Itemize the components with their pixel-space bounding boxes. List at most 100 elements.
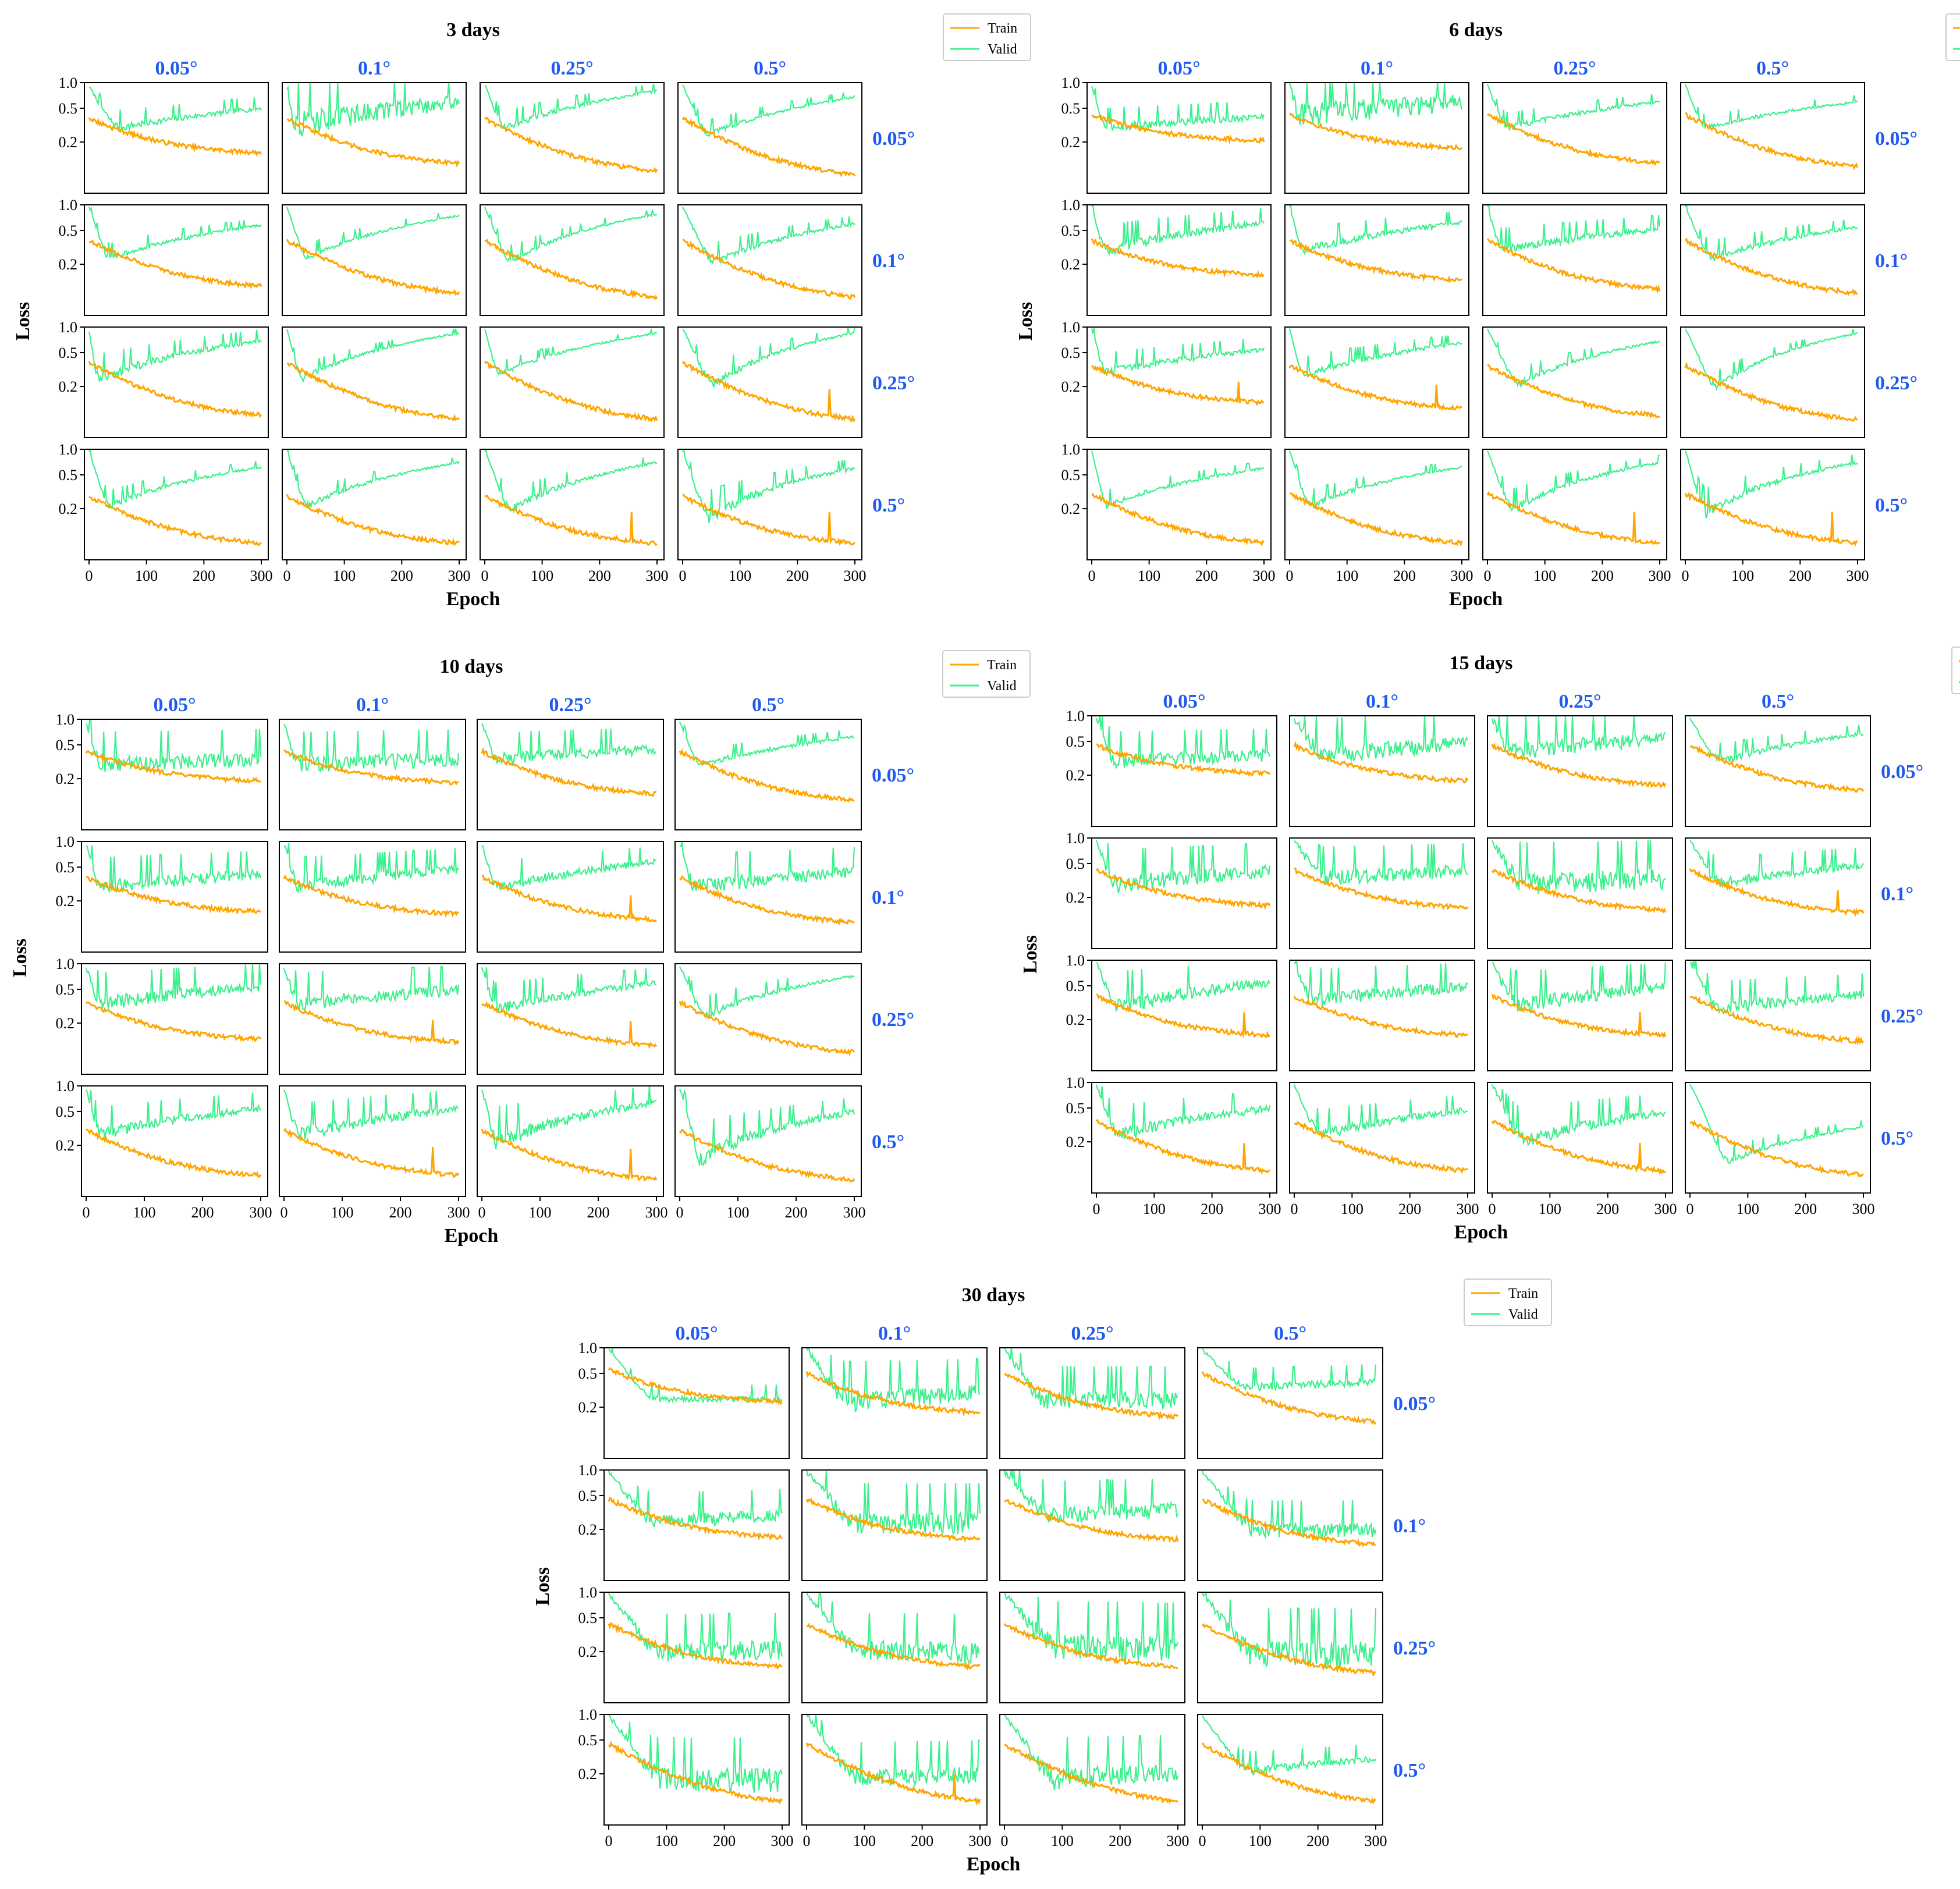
y-tick-label: 1.0 (1061, 197, 1081, 214)
train-loss-line (1491, 868, 1667, 914)
subplot (1482, 326, 1667, 438)
x-tick-label: 100 (331, 1204, 354, 1221)
valid-loss-line (1003, 1470, 1178, 1524)
row-header: 0.05° (1881, 761, 1923, 783)
x-tick-label: 0 (1489, 1201, 1496, 1217)
subplot-frame (1289, 837, 1475, 949)
train-loss-line (682, 239, 856, 300)
chart-title: 10 days (440, 656, 503, 677)
subplot-frame (480, 82, 665, 194)
subplot-frame (1482, 82, 1667, 194)
x-tick-label: 300 (1457, 1201, 1479, 1217)
train-loss-line (1684, 361, 1858, 422)
x-tick-label: 200 (389, 1204, 412, 1221)
subplot-frame (1487, 1082, 1673, 1194)
x-tick-label: 300 (645, 1204, 668, 1221)
train-loss-line (1491, 993, 1667, 1038)
valid-loss-line (481, 723, 657, 765)
y-tick-label: 1.0 (1066, 708, 1085, 725)
y-tick-label: 0.5 (1066, 855, 1085, 872)
x-tick-label: 0 (481, 567, 489, 584)
train-loss-line (88, 239, 262, 290)
y-tick-label: 1.0 (578, 1706, 598, 1723)
legend-label: Valid (988, 42, 1017, 57)
train-loss-line (1684, 491, 1858, 546)
subplot (279, 963, 466, 1075)
y-tick-label: 0.2 (56, 770, 75, 787)
subplot-frame (1086, 326, 1272, 438)
train-loss-line (1288, 364, 1462, 411)
x-tick-label: 0 (478, 1204, 486, 1221)
subplot (477, 841, 664, 953)
valid-loss-line (1201, 1592, 1377, 1669)
subplot (674, 719, 862, 830)
train-loss-line (1293, 996, 1469, 1038)
subplot-frame (1091, 1082, 1277, 1194)
subplot: 0 100 200 300 (282, 449, 471, 584)
y-tick-label: 0.5 (578, 1487, 598, 1504)
valid-loss-line (679, 841, 855, 892)
x-tick-label: 200 (713, 1833, 736, 1849)
x-tick-label: 0 (1088, 567, 1096, 584)
column-header: 0.5° (1762, 691, 1794, 712)
subplot (480, 204, 665, 316)
subplot: 0 100 200 300 (1482, 449, 1671, 584)
valid-loss-line (1202, 1348, 1377, 1392)
valid-loss-line (682, 84, 855, 137)
valid-loss-line (1095, 840, 1271, 893)
subplot (1685, 837, 1871, 949)
valid-loss-line (608, 1714, 783, 1793)
subplot (1482, 82, 1667, 194)
subplot (1197, 1592, 1383, 1703)
y-tick-label: 0.5 (1061, 467, 1081, 484)
valid-loss-line (1004, 1714, 1179, 1791)
y-tick-label: 1.0 (56, 956, 75, 972)
x-tick-label: 200 (1109, 1833, 1131, 1849)
column-header: 0.5° (1756, 58, 1789, 79)
y-tick-label: 1.0 (578, 1584, 598, 1601)
y-tick-label: 1.0 (578, 1340, 598, 1357)
subplot-frame (1487, 715, 1673, 827)
x-tick-label: 200 (191, 1204, 214, 1221)
train-loss-line (608, 1496, 783, 1541)
x-tick-label: 100 (853, 1833, 876, 1849)
subplot-frame (801, 1469, 988, 1581)
y-tick-label: 1.0 (1061, 441, 1081, 458)
x-tick-label: 300 (1259, 1201, 1281, 1217)
train-loss-line (1004, 1744, 1179, 1805)
subplot-frame (1685, 715, 1871, 827)
valid-loss-line (1293, 716, 1468, 762)
row-header: 0.1° (1881, 883, 1913, 905)
valid-loss-line (86, 845, 262, 894)
x-tick-label: 100 (1539, 1201, 1561, 1217)
x-tick-label: 0 (1686, 1201, 1694, 1217)
valid-loss-line (1491, 716, 1666, 758)
subplot-frame (84, 204, 269, 316)
y-tick-label: 1.0 (578, 1462, 598, 1479)
valid-loss-line (1091, 205, 1265, 257)
valid-loss-line (806, 1348, 981, 1412)
subplot (1680, 82, 1865, 194)
chart-title: 6 days (1449, 19, 1503, 41)
subplot: 1.0 0.5 0.2 (1061, 74, 1272, 194)
valid-loss-line (1091, 450, 1265, 510)
valid-loss-line (286, 328, 460, 384)
train-loss-line (1689, 995, 1865, 1046)
subplot-frame (1289, 1082, 1475, 1194)
subplot-frame (477, 841, 664, 953)
subplot (480, 326, 665, 438)
y-tick-label: 0.5 (1066, 733, 1085, 750)
column-header: 0.25° (1071, 1323, 1113, 1344)
subplot-frame (477, 1085, 664, 1197)
x-axis-label: Epoch (445, 1225, 499, 1247)
subplot-frame (999, 1592, 1185, 1703)
x-tick-label: 100 (1341, 1201, 1364, 1217)
train-loss-line (286, 493, 460, 546)
y-tick-label: 0.2 (578, 1399, 598, 1416)
subplot-frame (999, 1347, 1185, 1459)
row-header: 0.25° (872, 1009, 914, 1031)
subplot-frame (1482, 449, 1667, 560)
chart-group: 6 daysTrainValid0.05°0.1°0.25°0.5°0.05°0… (1015, 13, 1960, 610)
train-loss-line (1486, 112, 1661, 166)
subplot: 1.0 0.5 0.2 0 100 200 300 (578, 1706, 794, 1849)
